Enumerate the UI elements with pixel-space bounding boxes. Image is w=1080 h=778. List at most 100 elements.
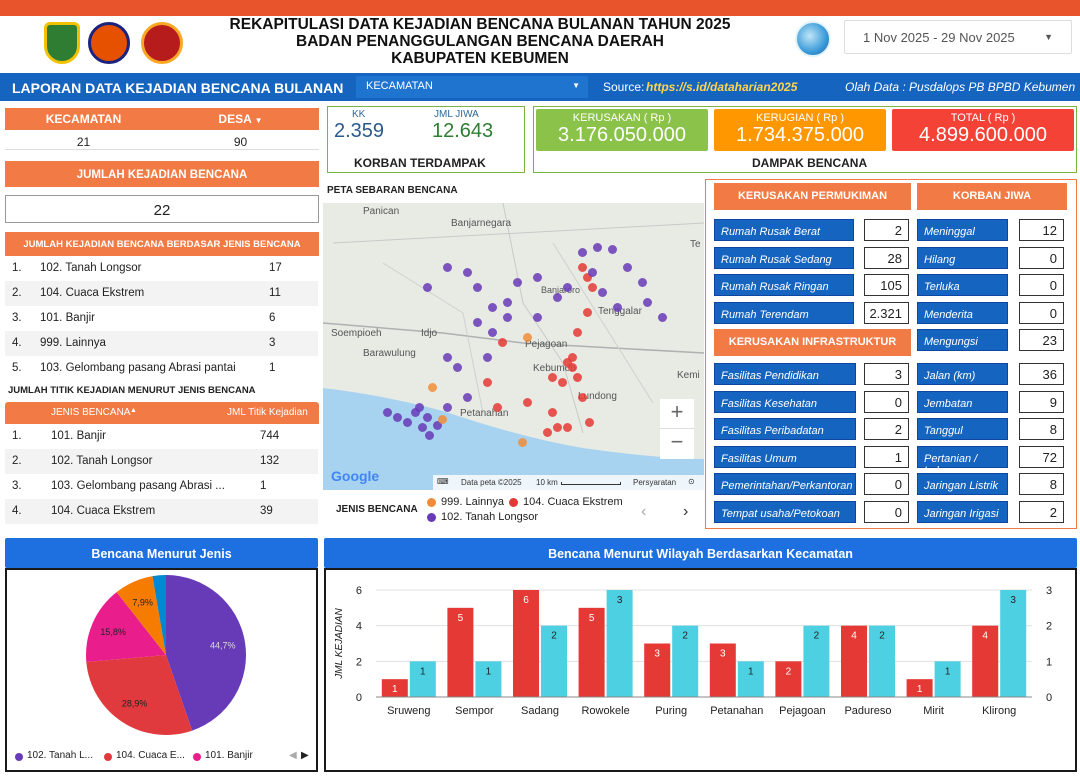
desa-header[interactable]: DESA ▼: [162, 108, 319, 130]
map-terms-link[interactable]: Persyaratan: [633, 478, 677, 487]
bar-series-1[interactable]: [775, 661, 802, 697]
pie-slice[interactable]: [166, 575, 246, 731]
kerusakan-infrastruktur-header: KERUSAKAN INFRASTRUKTUR: [714, 329, 911, 356]
map-marker: [583, 308, 592, 317]
bar-series-2[interactable]: [869, 625, 895, 697]
bar-series-1[interactable]: [644, 643, 671, 698]
map-panel[interactable]: Panican Banjarnegara Te Banjaroro Tengga…: [323, 203, 704, 490]
bar-series-2[interactable]: [541, 625, 567, 697]
bar-series-2[interactable]: [803, 625, 830, 697]
pie-slice[interactable]: [86, 655, 193, 735]
map-marker: [548, 408, 557, 417]
map-marker: [578, 393, 587, 402]
table-cell-name: 101. Banjir: [51, 430, 106, 442]
kecamatan-filter-label: KECAMATAN: [366, 80, 433, 92]
info-icon[interactable]: ⊙: [688, 477, 695, 486]
bar-series-1[interactable]: [381, 679, 408, 697]
map-marker: [453, 363, 462, 372]
bar-series-1[interactable]: [709, 643, 736, 698]
source-link[interactable]: https://s.id/dataharian2025: [646, 80, 798, 94]
bar-series-2[interactable]: [1000, 590, 1027, 697]
impact-value: 2.321: [864, 301, 909, 324]
table-cell-number: 2.: [12, 455, 22, 467]
bar-series-1[interactable]: [906, 679, 933, 697]
legend-label: 999. Lainnya: [441, 496, 504, 508]
map-marker: [578, 263, 587, 272]
legend-next-icon[interactable]: ▶: [301, 750, 309, 761]
korban-label: Hilang: [917, 246, 1008, 269]
map-place-label: Lundong: [578, 391, 617, 402]
bar-value-label: 2: [551, 631, 557, 642]
kecamatan-filter[interactable]: KECAMATAN ▼: [356, 76, 588, 98]
bar-series-2[interactable]: [737, 661, 764, 697]
map-marker: [513, 278, 522, 287]
legend-prev-icon[interactable]: ◀: [289, 750, 297, 761]
korban-label: Menderita: [917, 301, 1008, 324]
list-item-count: 6: [269, 312, 276, 324]
map-canvas: [323, 203, 704, 490]
google-logo: Google: [331, 468, 380, 484]
infra-value: 36: [1019, 363, 1064, 385]
zoom-in-button[interactable]: +: [660, 399, 694, 429]
bar-series-2[interactable]: [672, 625, 699, 697]
list-item: 4. 999. Lainnya 3: [5, 331, 318, 356]
impact-value: 105: [864, 274, 909, 296]
legend-label: 102. Tanah L...: [27, 750, 93, 761]
map-marker: [613, 303, 622, 312]
korban-terdampak-title: KORBAN TERDAMPAK: [354, 156, 486, 170]
chevron-down-icon: ▼: [572, 81, 580, 90]
date-range-picker[interactable]: 1 Nov 2025 - 29 Nov 2025 ▼: [844, 20, 1072, 54]
legend-next-icon[interactable]: ›: [683, 503, 689, 520]
bar-series-2[interactable]: [409, 661, 436, 697]
map-marker: [643, 298, 652, 307]
bar-series-2[interactable]: [934, 661, 961, 697]
source-prefix: Source:: [603, 80, 645, 94]
bar-series-2[interactable]: [475, 661, 502, 697]
zoom-out-button[interactable]: −: [660, 429, 694, 459]
infra-label: Jembatan: [917, 390, 1008, 413]
page-title: REKAPITULASI DATA KEJADIAN BENCANA BULAN…: [180, 16, 780, 67]
bar-series-1[interactable]: [578, 607, 605, 697]
keyboard-icon[interactable]: ⌨: [437, 477, 449, 486]
table-cell-name: 104. Cuaca Ekstrem: [51, 505, 156, 517]
bar-value-label: 2: [814, 631, 820, 642]
bar-series-1[interactable]: [513, 590, 539, 697]
titik-col-jenis[interactable]: JENIS BENCANA: [51, 407, 131, 418]
pie-chart-panel: 44,7% 28,9% 15,8% 7,9% 102. Tanah L... 104. …: [5, 568, 318, 772]
bar-series-1[interactable]: [447, 607, 474, 697]
map-place-label: Petanahan: [460, 408, 509, 419]
x-tick-label: Sruweng: [387, 705, 430, 717]
korban-terdampak-card: KK 2.359 JML JIWA 12.643 KORBAN TERDAMPA…: [327, 106, 525, 173]
list-item-count: 1: [269, 362, 276, 374]
korban-value: 0: [1019, 274, 1064, 296]
globe-logo-icon: [795, 21, 831, 57]
bar-series-1[interactable]: [841, 625, 867, 697]
pie-slice[interactable]: [116, 576, 166, 655]
bar-series-2[interactable]: [606, 590, 633, 697]
legend-swatch: [193, 753, 201, 761]
list-item-name: 999. Lainnya: [40, 337, 106, 349]
list-item-number: 5.: [12, 362, 22, 374]
x-tick-label: Mirit: [923, 705, 944, 717]
table-cell-count: 132: [260, 455, 280, 467]
map-marker: [568, 353, 577, 362]
kecamatan-header: KECAMATAN: [5, 108, 162, 130]
pie-slice[interactable]: [85, 592, 166, 663]
map-marker: [533, 313, 542, 322]
table-cell-count: 39: [260, 505, 273, 517]
pie-slice[interactable]: [152, 575, 166, 655]
total-stat: TOTAL ( Rp ) 4.899.600.000: [892, 109, 1074, 151]
kerusakan-stat: KERUSAKAN ( Rp ) 3.176.050.000: [536, 109, 708, 151]
kk-label: KK: [352, 109, 366, 120]
kerusakan-label: KERUSAKAN ( Rp ): [572, 112, 672, 124]
list-item-name: 104. Cuaca Ekstrem: [40, 287, 145, 299]
bar-series-1[interactable]: [972, 625, 999, 697]
map-place-label: Kemi: [677, 370, 700, 381]
legend-prev-icon[interactable]: ‹: [641, 503, 647, 520]
list-item-name: 102. Tanah Longsor: [40, 262, 142, 274]
map-marker: [428, 383, 437, 392]
map-marker: [573, 328, 582, 337]
y-tick-label-right: 0: [1046, 692, 1052, 704]
korban-value: 0: [1019, 301, 1064, 324]
list-item-number: 1.: [12, 262, 22, 274]
